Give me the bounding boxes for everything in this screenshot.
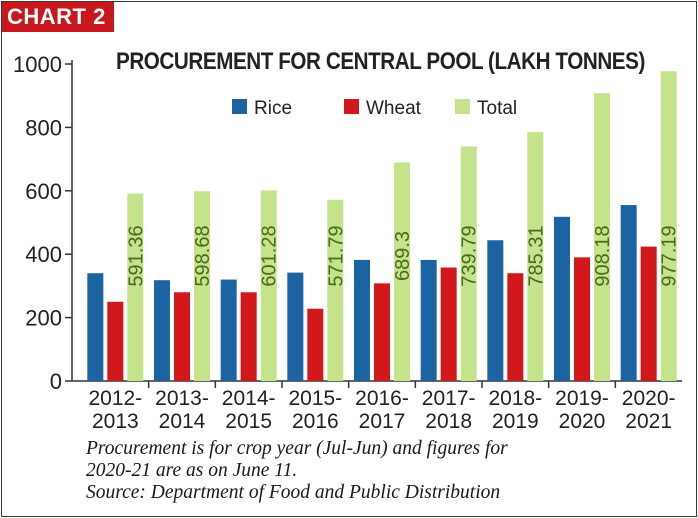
legend-label-total: Total (477, 98, 517, 119)
x-tick-label: 2013- (155, 387, 209, 410)
x-tick-label: 2018- (488, 387, 542, 410)
y-axis: 0 200 400 600 800 1000 (13, 52, 73, 394)
footnote-line-2: 2020-21 are as on June 11. (86, 460, 298, 481)
x-tick-label: 2012- (88, 387, 142, 410)
total-value-label: 571.79 (325, 225, 347, 286)
x-tick-label: 2013 (92, 410, 139, 433)
bar-total (394, 162, 410, 381)
legend-swatch-rice (232, 99, 247, 114)
total-value-label: 601.28 (259, 225, 281, 286)
legend-label-wheat: Wheat (366, 98, 422, 119)
bar-total (327, 199, 344, 381)
legend: Rice Wheat Total (232, 98, 517, 119)
total-value-label: 591.36 (125, 225, 147, 286)
y-tick-label: 200 (25, 306, 62, 331)
bar-wheat (174, 292, 190, 381)
bar-wheat (107, 301, 124, 381)
footnote-line-3: Source: Department of Food and Public Di… (86, 482, 501, 503)
bar-rice (87, 273, 104, 381)
x-tick-label: 2016- (355, 387, 409, 410)
bar-total (594, 93, 610, 382)
legend-swatch-total (455, 99, 470, 114)
bar-rice (154, 280, 170, 381)
x-tick-label: 2014- (222, 387, 276, 410)
legend-label-rice: Rice (254, 98, 292, 119)
total-value-label: 908.18 (592, 225, 614, 286)
bar-rice (220, 279, 237, 381)
x-tick-label: 2017- (422, 387, 476, 410)
bars-group: 591.36 598.68 601.28 571.79 689.3 739.79 785.3… (87, 71, 681, 382)
x-axis: 2012-2013 2013-2014 2014-2015 2015-2016 2016… (72, 380, 682, 433)
footnote-line-1: Procurement is for crop year (Jul-Jun) a… (86, 438, 508, 459)
bar-rice (620, 205, 637, 381)
bar-wheat (574, 257, 590, 381)
total-value-label: 689.3 (392, 231, 414, 281)
bar-total (527, 132, 544, 381)
y-tick-label: 600 (25, 179, 62, 204)
bar-total (460, 146, 477, 381)
bar-rice (554, 216, 570, 381)
x-tick-label: 2017 (359, 410, 406, 433)
total-value-label: 739.79 (459, 225, 481, 286)
x-tick-label: 2014 (159, 410, 206, 433)
y-tick-label: 1000 (13, 52, 62, 77)
bar-rice (420, 259, 437, 381)
x-tick-label: 2020- (622, 387, 676, 410)
bar-wheat (640, 246, 657, 381)
bar-total (260, 190, 277, 381)
x-tick-label: 2019 (492, 410, 539, 433)
bar-wheat (240, 292, 257, 381)
chart-badge: CHART 2 (2, 2, 114, 32)
bar-rice (354, 259, 370, 381)
x-tick-label: 2021 (625, 410, 672, 433)
bar-total (127, 193, 144, 381)
bar-rice (287, 272, 304, 381)
total-value-label: 785.31 (525, 225, 547, 286)
y-tick-label: 800 (25, 115, 62, 140)
x-tick-label: 2018 (425, 410, 472, 433)
bar-wheat (374, 283, 390, 381)
bar-wheat (507, 273, 524, 381)
bar-wheat (307, 308, 324, 381)
x-tick-label: 2016 (292, 410, 339, 433)
x-tick-label: 2020 (559, 410, 606, 433)
total-value-label: 598.68 (192, 225, 214, 286)
chart-title: PROCUREMENT FOR CENTRAL POOL (LAKH TONNE… (116, 48, 645, 75)
bar-total (194, 191, 210, 381)
x-tick-label: 2015 (225, 410, 272, 433)
y-tick-label: 400 (25, 242, 62, 267)
x-tick-label: 2015- (288, 387, 342, 410)
x-tick-label: 2019- (555, 387, 609, 410)
legend-swatch-wheat (344, 99, 359, 114)
bar-rice (487, 240, 504, 381)
footnote: Procurement is for crop year (Jul-Jun) a… (86, 438, 646, 504)
y-tick-label: 0 (50, 369, 62, 394)
bar-total (660, 71, 677, 381)
total-value-label: 977.19 (659, 225, 681, 286)
bar-wheat (440, 267, 457, 381)
